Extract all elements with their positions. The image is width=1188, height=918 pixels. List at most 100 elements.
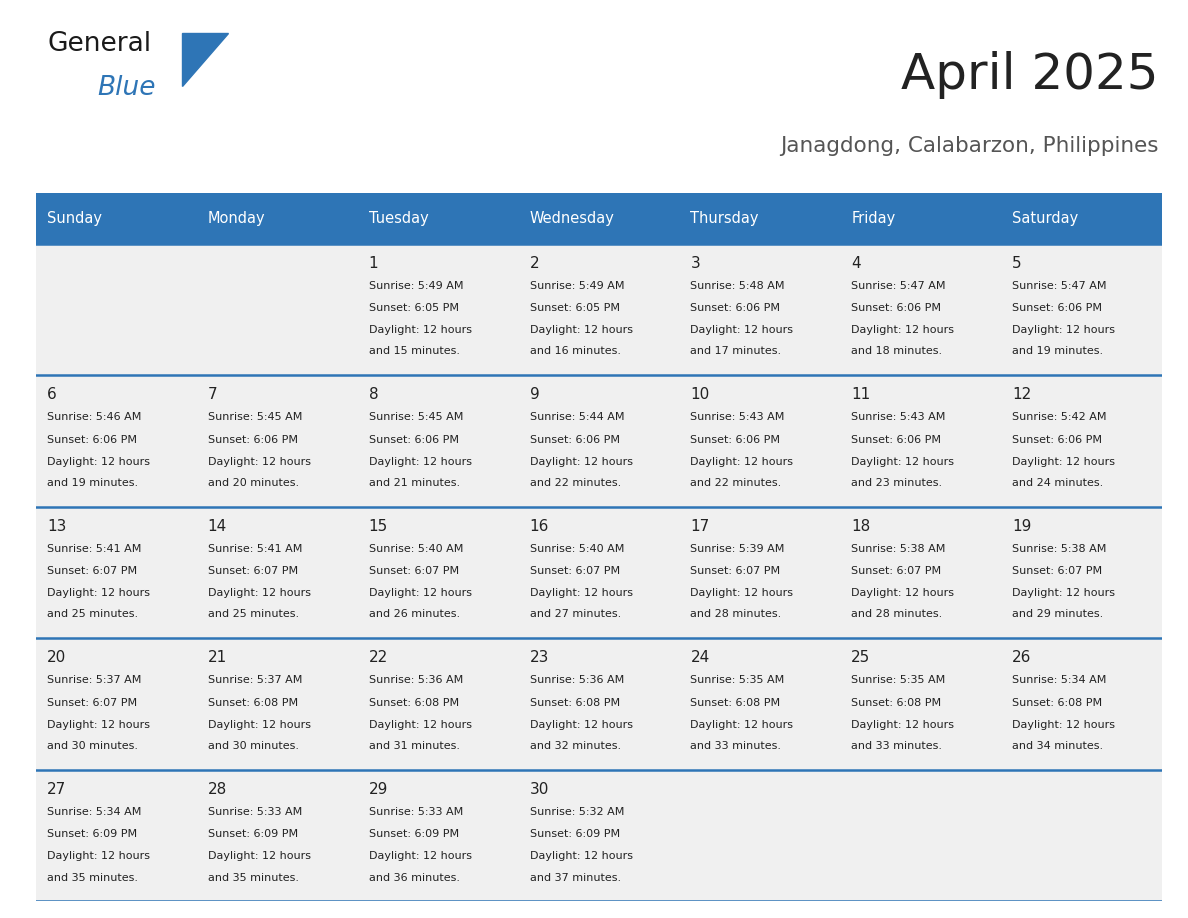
Text: 27: 27 — [46, 782, 67, 797]
Text: Sunset: 6:07 PM: Sunset: 6:07 PM — [208, 566, 298, 577]
Text: Sunrise: 5:45 AM: Sunrise: 5:45 AM — [208, 412, 302, 422]
Text: Daylight: 12 hours: Daylight: 12 hours — [1012, 457, 1116, 467]
Text: Sunset: 6:09 PM: Sunset: 6:09 PM — [208, 829, 298, 839]
Text: Sunset: 6:09 PM: Sunset: 6:09 PM — [46, 829, 137, 839]
Text: Daylight: 12 hours: Daylight: 12 hours — [46, 588, 150, 599]
Text: 25: 25 — [852, 650, 871, 666]
Text: Sunset: 6:07 PM: Sunset: 6:07 PM — [690, 566, 781, 577]
Text: Sunrise: 5:43 AM: Sunrise: 5:43 AM — [852, 412, 946, 422]
Text: 18: 18 — [852, 519, 871, 533]
Text: Sunset: 6:06 PM: Sunset: 6:06 PM — [852, 434, 941, 444]
Text: and 17 minutes.: and 17 minutes. — [690, 346, 782, 356]
Text: Sunrise: 5:34 AM: Sunrise: 5:34 AM — [1012, 676, 1106, 685]
Text: Sunset: 6:06 PM: Sunset: 6:06 PM — [690, 434, 781, 444]
Text: Sunset: 6:07 PM: Sunset: 6:07 PM — [46, 566, 137, 577]
Text: and 31 minutes.: and 31 minutes. — [368, 741, 460, 751]
Text: and 22 minutes.: and 22 minutes. — [690, 478, 782, 488]
Text: Daylight: 12 hours: Daylight: 12 hours — [368, 457, 472, 467]
Text: Blue: Blue — [97, 75, 156, 102]
Text: Daylight: 12 hours: Daylight: 12 hours — [852, 457, 954, 467]
Text: Sunset: 6:06 PM: Sunset: 6:06 PM — [1012, 303, 1102, 313]
Text: Sunrise: 5:46 AM: Sunrise: 5:46 AM — [46, 412, 141, 422]
Text: 20: 20 — [46, 650, 67, 666]
Text: Sunset: 6:06 PM: Sunset: 6:06 PM — [852, 303, 941, 313]
Text: Sunset: 6:08 PM: Sunset: 6:08 PM — [368, 698, 459, 708]
Text: 30: 30 — [530, 782, 549, 797]
Text: Sunrise: 5:34 AM: Sunrise: 5:34 AM — [46, 807, 141, 817]
Polygon shape — [182, 33, 228, 85]
Text: Saturday: Saturday — [1012, 211, 1079, 226]
Text: April 2025: April 2025 — [901, 51, 1158, 99]
Text: Wednesday: Wednesday — [530, 211, 614, 226]
Text: 14: 14 — [208, 519, 227, 533]
Text: and 21 minutes.: and 21 minutes. — [368, 478, 460, 488]
Text: 13: 13 — [46, 519, 67, 533]
Text: and 19 minutes.: and 19 minutes. — [1012, 346, 1104, 356]
Text: Sunset: 6:06 PM: Sunset: 6:06 PM — [530, 434, 620, 444]
Text: Daylight: 12 hours: Daylight: 12 hours — [530, 720, 632, 730]
Text: and 28 minutes.: and 28 minutes. — [690, 610, 782, 620]
Text: Sunrise: 5:32 AM: Sunrise: 5:32 AM — [530, 807, 624, 817]
Text: Sunrise: 5:40 AM: Sunrise: 5:40 AM — [530, 543, 624, 554]
Text: 23: 23 — [530, 650, 549, 666]
Text: 19: 19 — [1012, 519, 1031, 533]
Text: Sunset: 6:06 PM: Sunset: 6:06 PM — [690, 303, 781, 313]
Text: Sunrise: 5:42 AM: Sunrise: 5:42 AM — [1012, 412, 1107, 422]
Text: 4: 4 — [852, 255, 861, 271]
Text: Sunset: 6:05 PM: Sunset: 6:05 PM — [368, 303, 459, 313]
Text: Daylight: 12 hours: Daylight: 12 hours — [208, 588, 311, 599]
Text: Daylight: 12 hours: Daylight: 12 hours — [368, 720, 472, 730]
Text: Daylight: 12 hours: Daylight: 12 hours — [208, 457, 311, 467]
Text: 24: 24 — [690, 650, 709, 666]
Text: Sunrise: 5:41 AM: Sunrise: 5:41 AM — [46, 543, 141, 554]
Text: Sunset: 6:07 PM: Sunset: 6:07 PM — [530, 566, 620, 577]
Text: Sunrise: 5:43 AM: Sunrise: 5:43 AM — [690, 412, 785, 422]
Text: Sunset: 6:07 PM: Sunset: 6:07 PM — [1012, 566, 1102, 577]
Text: and 32 minutes.: and 32 minutes. — [530, 741, 620, 751]
Text: Sunrise: 5:49 AM: Sunrise: 5:49 AM — [530, 281, 624, 291]
Text: Sunset: 6:08 PM: Sunset: 6:08 PM — [530, 698, 620, 708]
Text: and 33 minutes.: and 33 minutes. — [690, 741, 782, 751]
Text: Daylight: 12 hours: Daylight: 12 hours — [852, 325, 954, 335]
Text: 1: 1 — [368, 255, 378, 271]
Text: Sunset: 6:09 PM: Sunset: 6:09 PM — [530, 829, 620, 839]
Text: General: General — [48, 31, 152, 57]
Text: 29: 29 — [368, 782, 388, 797]
Text: Sunrise: 5:44 AM: Sunrise: 5:44 AM — [530, 412, 624, 422]
Text: Sunset: 6:06 PM: Sunset: 6:06 PM — [1012, 434, 1102, 444]
Text: and 36 minutes.: and 36 minutes. — [368, 872, 460, 882]
Text: and 26 minutes.: and 26 minutes. — [368, 610, 460, 620]
Text: 6: 6 — [46, 387, 57, 402]
Text: Daylight: 12 hours: Daylight: 12 hours — [690, 325, 794, 335]
Text: Daylight: 12 hours: Daylight: 12 hours — [368, 325, 472, 335]
Text: Sunrise: 5:48 AM: Sunrise: 5:48 AM — [690, 281, 785, 291]
Text: Sunrise: 5:36 AM: Sunrise: 5:36 AM — [530, 676, 624, 685]
Text: 12: 12 — [1012, 387, 1031, 402]
Text: 7: 7 — [208, 387, 217, 402]
Text: Sunset: 6:05 PM: Sunset: 6:05 PM — [530, 303, 620, 313]
Text: Daylight: 12 hours: Daylight: 12 hours — [1012, 325, 1116, 335]
Text: Daylight: 12 hours: Daylight: 12 hours — [46, 720, 150, 730]
Text: 10: 10 — [690, 387, 709, 402]
Text: Daylight: 12 hours: Daylight: 12 hours — [1012, 720, 1116, 730]
Text: Daylight: 12 hours: Daylight: 12 hours — [46, 852, 150, 861]
Text: Sunrise: 5:37 AM: Sunrise: 5:37 AM — [208, 676, 302, 685]
Text: Monday: Monday — [208, 211, 265, 226]
Text: and 29 minutes.: and 29 minutes. — [1012, 610, 1104, 620]
Text: 9: 9 — [530, 387, 539, 402]
Text: Daylight: 12 hours: Daylight: 12 hours — [208, 720, 311, 730]
Text: and 24 minutes.: and 24 minutes. — [1012, 478, 1104, 488]
Text: Tuesday: Tuesday — [368, 211, 429, 226]
Text: 21: 21 — [208, 650, 227, 666]
Text: Daylight: 12 hours: Daylight: 12 hours — [690, 457, 794, 467]
Text: 2: 2 — [530, 255, 539, 271]
Text: Daylight: 12 hours: Daylight: 12 hours — [690, 720, 794, 730]
Text: Sunrise: 5:47 AM: Sunrise: 5:47 AM — [1012, 281, 1107, 291]
Text: 28: 28 — [208, 782, 227, 797]
Text: and 30 minutes.: and 30 minutes. — [46, 741, 138, 751]
Text: Janagdong, Calabarzon, Philippines: Janagdong, Calabarzon, Philippines — [779, 136, 1158, 156]
Text: Sunday: Sunday — [46, 211, 102, 226]
Text: Sunset: 6:07 PM: Sunset: 6:07 PM — [852, 566, 941, 577]
Text: and 25 minutes.: and 25 minutes. — [208, 610, 299, 620]
Text: Friday: Friday — [852, 211, 896, 226]
